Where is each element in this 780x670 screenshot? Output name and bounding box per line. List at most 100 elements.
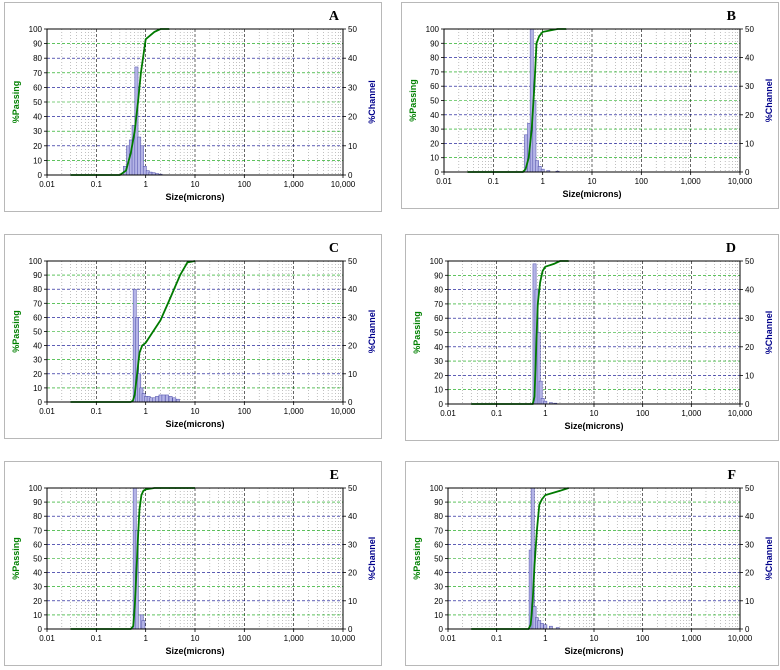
y-tick-label-right: 40 <box>745 512 754 521</box>
channel-bar <box>543 624 548 630</box>
y-tick-label-left: 80 <box>430 54 439 63</box>
y-tick-label-left: 90 <box>33 40 42 49</box>
x-tick-label: 10,000 <box>728 409 753 418</box>
y-tick-label-left: 60 <box>430 82 439 91</box>
x-tick-label: 100 <box>635 177 649 186</box>
x-axis-title: Size(microns) <box>165 646 224 656</box>
x-tick-label: 10,000 <box>331 407 356 416</box>
y-tick-label-right: 20 <box>745 111 754 120</box>
y-tick-label-left: 30 <box>434 357 443 366</box>
y-tick-label-left: 0 <box>38 171 43 180</box>
y-tick-label-right: 30 <box>348 83 357 92</box>
y-tick-label-right: 50 <box>745 25 754 34</box>
channel-bar <box>141 620 146 630</box>
passing-line <box>467 28 567 173</box>
y-tick-label-left: 30 <box>33 356 42 365</box>
y-tick-label-left: 10 <box>434 386 443 395</box>
y-tick-label-left: 60 <box>33 540 42 549</box>
panel-letter: F <box>727 468 736 483</box>
y-tick-label-right: 10 <box>348 142 357 151</box>
y-tick-label-left: 90 <box>434 498 443 507</box>
y-tick-label-left: 20 <box>33 597 42 606</box>
channel-bar <box>161 394 166 403</box>
y-tick-label-right: 10 <box>348 597 357 606</box>
y-tick-label-left: 100 <box>29 484 43 493</box>
y-tick-label-left: 0 <box>435 168 440 177</box>
y-tick-label-left: 20 <box>434 371 443 380</box>
passing-line <box>70 487 195 630</box>
x-tick-label: 1 <box>143 180 148 189</box>
y-tick-label-right: 30 <box>348 540 357 549</box>
x-axis-title: Size(microns) <box>165 419 224 429</box>
x-tick-label: 100 <box>238 180 252 189</box>
chart-panel-e: 0 10 20 30 40 50 60 70 80 90 100 0 10 20 30 40 50 0.01 0.1… <box>4 461 382 666</box>
y-tick-label-left: 0 <box>38 625 43 634</box>
y-tick-label-left: 70 <box>430 68 439 77</box>
x-tick-label: 100 <box>238 407 252 416</box>
chart-svg: 0 10 20 30 40 50 60 70 80 90 100 0 10 20 30 40 50 0.01 0.1… <box>11 468 377 656</box>
x-tick-label: 10 <box>191 634 200 643</box>
x-tick-label: 10 <box>191 407 200 416</box>
chart-panel-b: 0 10 20 30 40 50 60 70 80 90 100 0 10 20 30 40 50 0.01 0.1… <box>401 2 779 209</box>
x-tick-label: 1,000 <box>681 177 702 186</box>
y-tick-label-left: 30 <box>434 583 443 592</box>
y-axis-title-right: %Channel <box>367 80 377 124</box>
y-tick-label-left: 50 <box>430 97 439 106</box>
x-axis-title: Size(microns) <box>562 189 621 199</box>
y-tick-label-right: 30 <box>348 313 357 322</box>
y-tick-label-left: 20 <box>430 139 439 148</box>
y-axis-title-right: %Channel <box>764 537 774 581</box>
y-tick-label-left: 90 <box>33 498 42 507</box>
y-tick-label-right: 20 <box>745 343 754 352</box>
y-tick-label-left: 0 <box>38 398 43 407</box>
y-axis-title-right: %Channel <box>764 311 774 355</box>
x-tick-label: 10,000 <box>728 634 753 643</box>
x-tick-label: 0.1 <box>91 634 103 643</box>
y-tick-label-left: 50 <box>33 328 42 337</box>
panel-letter: E <box>330 468 339 483</box>
y-tick-label-left: 40 <box>33 569 42 578</box>
x-tick-label: 100 <box>238 634 252 643</box>
y-tick-label-left: 100 <box>29 25 43 34</box>
y-tick-label-right: 0 <box>745 168 750 177</box>
panel-letter: A <box>329 9 340 24</box>
panel-letter: D <box>726 241 736 256</box>
chart-panel-d: 0 10 20 30 40 50 60 70 80 90 100 0 10 20 30 40 50 0.01 0.1… <box>405 234 779 441</box>
x-tick-label: 0.01 <box>436 177 452 186</box>
y-axis-title-left: %Passing <box>11 310 21 353</box>
y-tick-label-left: 40 <box>430 111 439 120</box>
y-tick-label-left: 80 <box>434 286 443 295</box>
chart-svg: 0 10 20 30 40 50 60 70 80 90 100 0 10 20 30 40 50 0.01 0.1… <box>408 9 774 199</box>
y-axis-title-right: %Channel <box>764 79 774 123</box>
y-tick-label-right: 0 <box>745 400 750 409</box>
y-axis-title-left: %Passing <box>412 537 422 580</box>
x-tick-label: 0.01 <box>39 180 55 189</box>
y-tick-label-left: 100 <box>430 257 444 266</box>
y-tick-label-left: 70 <box>434 526 443 535</box>
x-tick-label: 0.1 <box>91 180 103 189</box>
x-tick-label: 1 <box>543 409 548 418</box>
channel-bar <box>537 166 542 173</box>
x-tick-label: 10 <box>588 177 597 186</box>
y-tick-label-left: 40 <box>33 113 42 122</box>
x-tick-label: 1,000 <box>284 407 305 416</box>
y-tick-label-left: 10 <box>33 156 42 165</box>
x-axis-title: Size(microns) <box>564 646 623 656</box>
y-tick-label-left: 50 <box>434 555 443 564</box>
y-tick-label-right: 0 <box>348 398 353 407</box>
x-tick-label: 1 <box>540 177 545 186</box>
x-tick-label: 1 <box>543 634 548 643</box>
channel-bar <box>540 623 544 630</box>
y-axis-title-left: %Passing <box>11 537 21 580</box>
y-tick-label-right: 50 <box>745 257 754 266</box>
y-tick-label-right: 0 <box>745 625 750 634</box>
x-tick-label: 10 <box>590 634 599 643</box>
y-tick-label-left: 100 <box>426 25 440 34</box>
y-tick-label-right: 0 <box>348 625 353 634</box>
x-tick-label: 1,000 <box>681 409 702 418</box>
y-tick-label-left: 80 <box>33 54 42 63</box>
x-tick-label: 100 <box>636 634 650 643</box>
passing-line <box>471 487 569 630</box>
x-tick-label: 0.01 <box>39 634 55 643</box>
x-tick-label: 0.01 <box>440 409 456 418</box>
